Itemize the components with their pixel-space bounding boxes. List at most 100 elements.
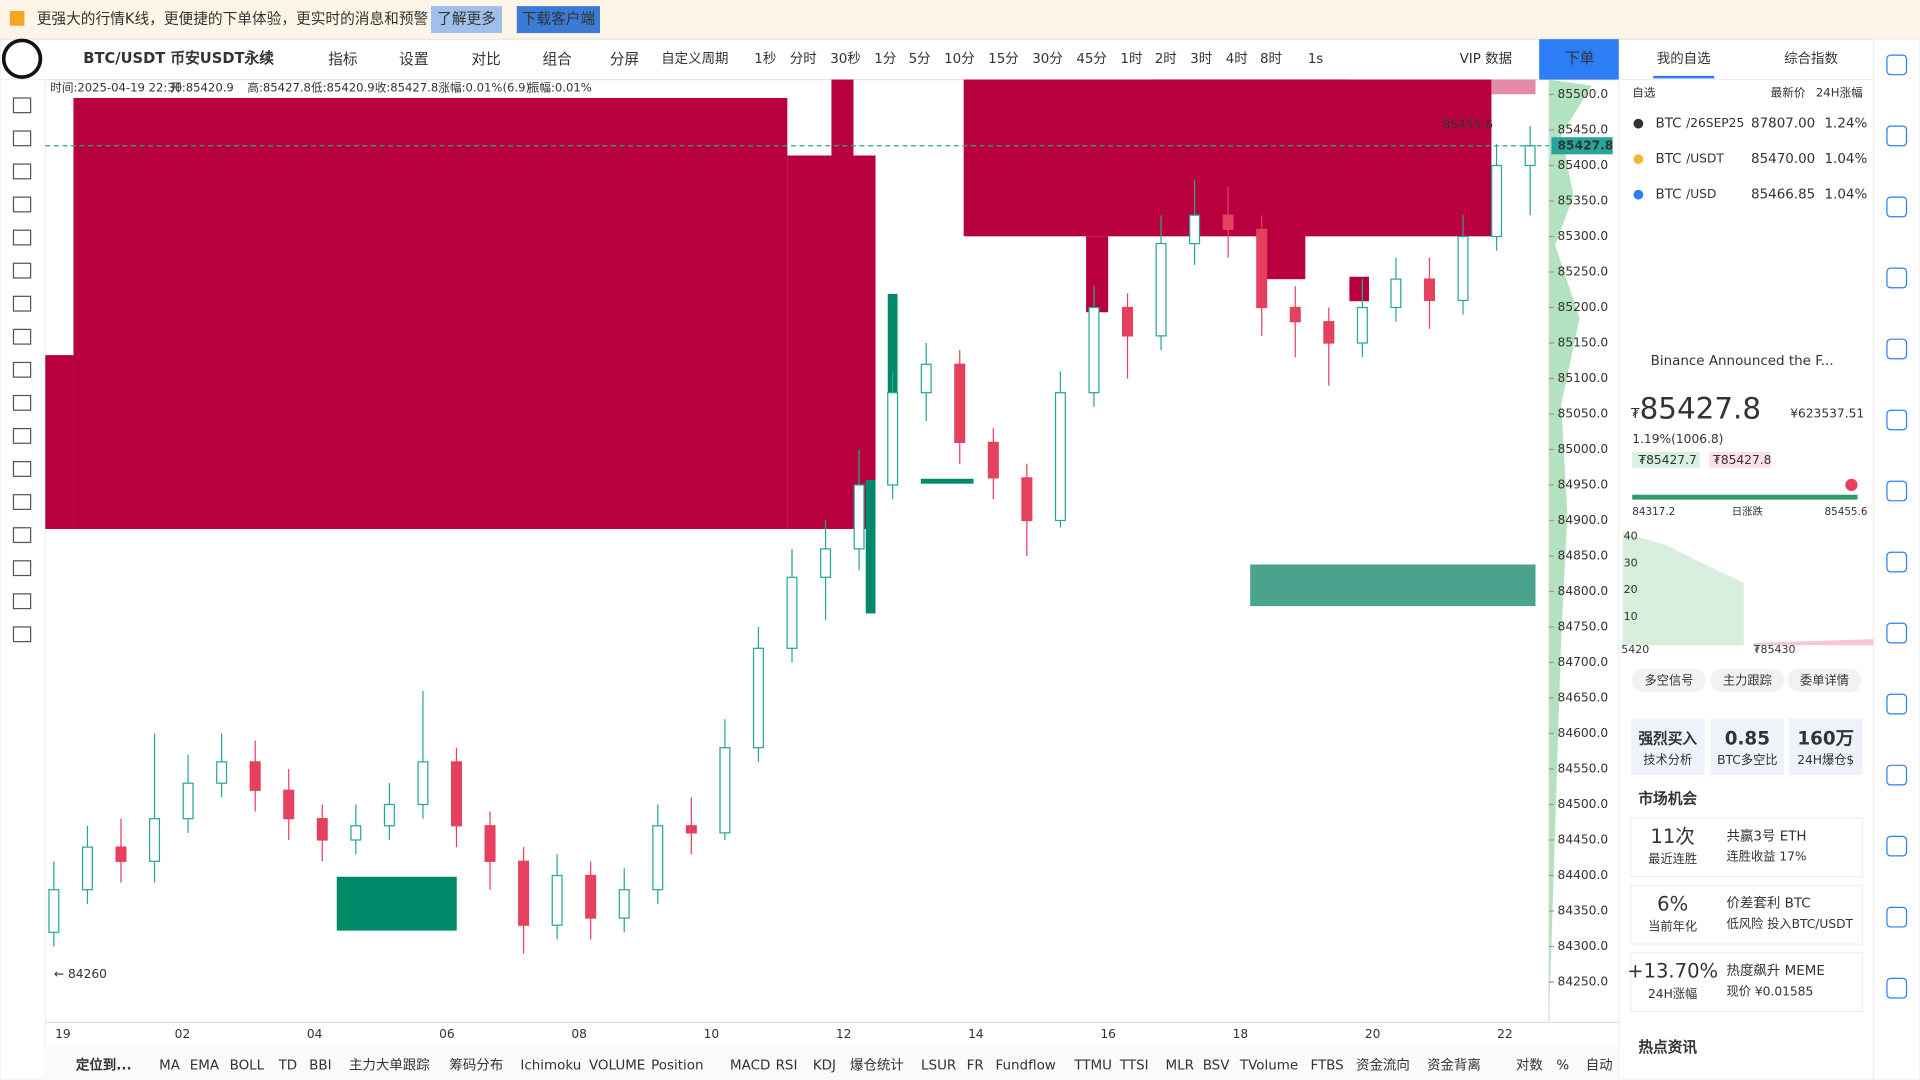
panel-btn[interactable] <box>1787 668 1862 692</box>
sidebar-icon[interactable] <box>1886 54 1908 76</box>
vip[interactable]: VIP 数据 <box>1460 51 1512 67</box>
panel-btn[interactable] <box>1632 668 1706 692</box>
indicator[interactable]: MA <box>159 1058 181 1073</box>
news[interactable]: Binance Announced the F... <box>1651 354 1834 369</box>
tool-icon[interactable] <box>12 196 32 213</box>
tool-icon[interactable] <box>12 461 32 477</box>
tool-icon[interactable] <box>12 494 32 510</box>
learn-more-btn[interactable] <box>431 6 503 34</box>
indicator[interactable]: TTSI <box>1119 1058 1149 1073</box>
tool-icon[interactable] <box>12 593 32 610</box>
tool-icon[interactable] <box>12 427 32 444</box>
tool-icon[interactable] <box>12 295 32 312</box>
indicator[interactable]: TD <box>278 1058 298 1073</box>
indicator[interactable]: RSI <box>776 1058 798 1073</box>
order[interactable]: 下单 <box>1565 50 1594 67</box>
period[interactable]: 1秒 <box>754 51 776 67</box>
toolbar-item[interactable]: 对比 <box>471 51 500 68</box>
opportunity-card[interactable] <box>1630 817 1864 878</box>
tool-icon[interactable] <box>12 527 32 544</box>
opportunity-card[interactable] <box>1630 952 1864 1013</box>
period[interactable]: 30分 <box>1032 51 1063 67</box>
indicator[interactable]: BBI <box>309 1058 331 1073</box>
indicator[interactable]: 筹码分布 <box>449 1056 503 1073</box>
download[interactable]: 下载客户端 <box>522 11 596 28</box>
tab[interactable]: 我的自选 <box>1657 51 1711 67</box>
sidebar-icon[interactable] <box>1886 125 1908 147</box>
period[interactable]: 1时 <box>1120 51 1142 67</box>
tab[interactable]: 综合指数 <box>1784 51 1838 67</box>
indicator[interactable]: TVolume <box>1239 1058 1298 1073</box>
tool-icon[interactable] <box>12 229 32 246</box>
indicator[interactable]: MACD <box>730 1058 770 1073</box>
indicator[interactable]: FTBS <box>1310 1058 1343 1073</box>
indicator[interactable]: 爆仓统计 <box>850 1057 904 1073</box>
indicator[interactable]: EMA <box>190 1058 220 1073</box>
panel-btn-label[interactable]: 多空信号 <box>1645 673 1694 687</box>
sidebar-icon[interactable] <box>1886 622 1908 644</box>
symbol[interactable]: BTC <box>1656 188 1682 203</box>
period[interactable]: 分时 <box>790 51 817 67</box>
sidebar-icon[interactable] <box>1886 551 1908 573</box>
sidebar-icon[interactable] <box>1886 693 1908 715</box>
period[interactable]: 4时 <box>1226 51 1248 67</box>
tool-icon[interactable] <box>12 262 32 279</box>
indicator[interactable]: VOLUME <box>589 1058 645 1073</box>
symbol[interactable]: BTC/USDT 币安USDT永续 <box>83 49 274 67</box>
tool-icon[interactable] <box>12 130 32 147</box>
tool-icon[interactable] <box>12 394 32 411</box>
period[interactable]: 15分 <box>988 51 1019 67</box>
toolbar-item[interactable]: 指标 <box>328 51 358 68</box>
sidebar-icon[interactable] <box>1886 338 1908 360</box>
panel-btn-label[interactable]: 委单详情 <box>1800 672 1849 687</box>
tool-icon[interactable] <box>12 328 32 345</box>
period[interactable]: 3时 <box>1190 51 1212 67</box>
sidebar-icon[interactable] <box>1886 480 1908 502</box>
period[interactable]: 5分 <box>909 51 931 67</box>
indicator[interactable]: Position <box>651 1058 703 1073</box>
tool-icon[interactable] <box>12 626 32 643</box>
opportunity-card[interactable] <box>1630 884 1864 945</box>
sidebar-icon[interactable] <box>1886 267 1908 289</box>
tool-icon[interactable] <box>12 163 32 180</box>
indicator[interactable]: FR <box>967 1058 984 1073</box>
axis-mode[interactable]: % <box>1556 1058 1569 1073</box>
indicator[interactable]: 主力大单跟踪 <box>349 1057 430 1073</box>
period[interactable]: 2时 <box>1155 51 1177 67</box>
indicator[interactable]: 资金背离 <box>1427 1056 1481 1073</box>
panel-btn-label[interactable]: 主力跟踪 <box>1723 673 1772 687</box>
period[interactable]: 10分 <box>944 51 975 67</box>
period[interactable]: 45分 <box>1076 51 1107 67</box>
axis-mode[interactable]: 自动 <box>1586 1057 1613 1073</box>
indicator[interactable]: BOLL <box>230 1058 265 1073</box>
sidebar-icon[interactable] <box>1886 835 1908 857</box>
indicator[interactable]: TTMU <box>1073 1058 1112 1073</box>
panel-btn[interactable] <box>1710 668 1785 692</box>
learn-more[interactable]: 了解更多 <box>437 11 496 28</box>
tool-icon[interactable] <box>12 361 32 378</box>
indicator[interactable]: LSUR <box>921 1058 956 1073</box>
sidebar-icon[interactable] <box>1886 906 1908 928</box>
toolbar-item[interactable]: 分屏 <box>610 51 639 68</box>
indicator[interactable]: BSV <box>1203 1058 1231 1073</box>
symbol[interactable]: BTC <box>1656 152 1682 167</box>
toolbar-item[interactable]: 组合 <box>542 51 572 68</box>
indicator[interactable]: Ichimoku <box>520 1058 581 1073</box>
order-btn[interactable] <box>1539 39 1619 80</box>
symbol[interactable]: BTC <box>1656 117 1682 132</box>
indicator[interactable]: MLR <box>1165 1058 1193 1073</box>
axis-mode[interactable]: 对数 <box>1516 1057 1543 1073</box>
period[interactable]: 30秒 <box>830 51 861 67</box>
toolbar-item[interactable]: 设置 <box>399 51 428 68</box>
sidebar-icon[interactable] <box>1886 196 1908 218</box>
tool-icon[interactable] <box>12 97 32 114</box>
sidebar-icon[interactable] <box>1886 409 1908 431</box>
sidebar-icon[interactable] <box>1886 977 1908 999</box>
download-btn[interactable] <box>516 6 600 34</box>
tool-icon[interactable] <box>12 560 32 577</box>
locate[interactable]: 定位到... <box>76 1056 132 1073</box>
indicator[interactable]: Fundflow <box>996 1058 1056 1073</box>
period[interactable]: 1分 <box>874 51 896 67</box>
sidebar-icon[interactable] <box>1886 764 1908 786</box>
interval[interactable]: 1s <box>1308 52 1324 67</box>
